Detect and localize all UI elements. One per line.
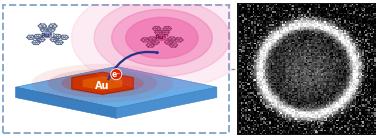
Text: Ru³⁺: Ru³⁺ xyxy=(154,35,170,40)
Ellipse shape xyxy=(61,73,144,94)
Ellipse shape xyxy=(75,77,130,90)
FancyBboxPatch shape xyxy=(3,5,229,133)
Text: e⁻: e⁻ xyxy=(112,70,121,79)
Polygon shape xyxy=(15,66,217,108)
Circle shape xyxy=(126,17,198,58)
Polygon shape xyxy=(83,76,122,90)
FancyBboxPatch shape xyxy=(237,3,376,135)
Circle shape xyxy=(94,0,230,76)
Ellipse shape xyxy=(48,69,157,98)
Polygon shape xyxy=(15,87,116,118)
Polygon shape xyxy=(116,87,217,118)
Circle shape xyxy=(43,33,52,38)
Polygon shape xyxy=(72,72,133,94)
Ellipse shape xyxy=(32,64,174,103)
Text: Au: Au xyxy=(95,81,110,91)
Circle shape xyxy=(158,36,166,40)
Text: Ru²⁺: Ru²⁺ xyxy=(40,33,55,38)
Circle shape xyxy=(71,0,253,89)
Circle shape xyxy=(112,9,212,66)
